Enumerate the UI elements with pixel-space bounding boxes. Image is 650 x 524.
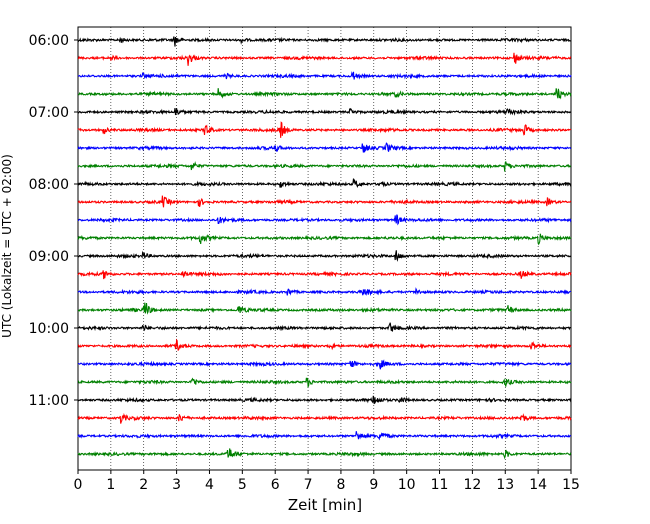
y-tick-label: 07:00 (29, 105, 69, 121)
seismic-trace (77, 412, 572, 424)
seismic-trace (77, 178, 572, 188)
x-tick-label: 6 (271, 477, 280, 493)
x-tick-label: 4 (205, 477, 214, 493)
y-axis-label: UTC (Lokalzeit = UTC + 02:00) (0, 154, 14, 338)
seismic-trace (77, 377, 572, 389)
x-tick-label: 0 (74, 477, 83, 493)
seismic-trace (77, 214, 572, 226)
seismic-trace (77, 395, 572, 405)
seismic-trace (77, 448, 572, 460)
seismic-trace (77, 250, 572, 262)
x-tick-label: 8 (336, 477, 345, 493)
x-tick-label: 11 (431, 477, 449, 493)
x-tick-label: 3 (172, 477, 181, 493)
plot-frame (77, 26, 572, 471)
trace-layer (77, 36, 572, 460)
x-tick-label: 2 (139, 477, 148, 493)
x-axis-ticks: 0 1 2 3 4 5 6 7 8 9 10 11 12 13 14 15 (74, 470, 580, 493)
seismic-trace (77, 160, 571, 172)
y-tick-label: 08:00 (29, 177, 69, 193)
y-tick-label: 06:00 (29, 33, 69, 49)
seismic-trace (77, 88, 572, 100)
seismic-trace (77, 195, 572, 208)
seismic-trace (77, 121, 572, 138)
x-tick-label: 12 (463, 477, 481, 493)
y-tick-label: 10:00 (29, 321, 69, 337)
seismic-trace (77, 107, 572, 116)
seismic-trace (77, 233, 572, 246)
seismic-trace (77, 287, 571, 297)
seismic-trace (78, 302, 572, 315)
seismic-trace (77, 52, 572, 66)
x-tick-label: 7 (304, 477, 313, 493)
seismic-trace (77, 322, 572, 332)
seismic-trace (77, 270, 572, 280)
seismic-trace (77, 431, 572, 441)
seismic-trace (77, 36, 572, 47)
y-tick-label: 09:00 (29, 249, 69, 265)
x-tick-label: 13 (496, 477, 514, 493)
x-tick-label: 14 (529, 477, 547, 493)
grid-layer (110, 27, 539, 470)
seismic-trace (78, 359, 572, 370)
y-axis-ticks: 06:00 07:00 08:00 09:00 10:00 11:00 (29, 33, 78, 409)
seismic-trace (77, 71, 572, 80)
x-axis-label: Zeit [min] (288, 496, 362, 514)
seismic-trace (77, 142, 572, 153)
y-tick-label: 11:00 (29, 393, 69, 409)
x-tick-label: 15 (562, 477, 580, 493)
x-tick-label: 1 (106, 477, 115, 493)
x-tick-label: 5 (238, 477, 247, 493)
x-tick-label: 9 (369, 477, 378, 493)
x-tick-label: 10 (398, 477, 416, 493)
seismic-trace (77, 338, 572, 352)
